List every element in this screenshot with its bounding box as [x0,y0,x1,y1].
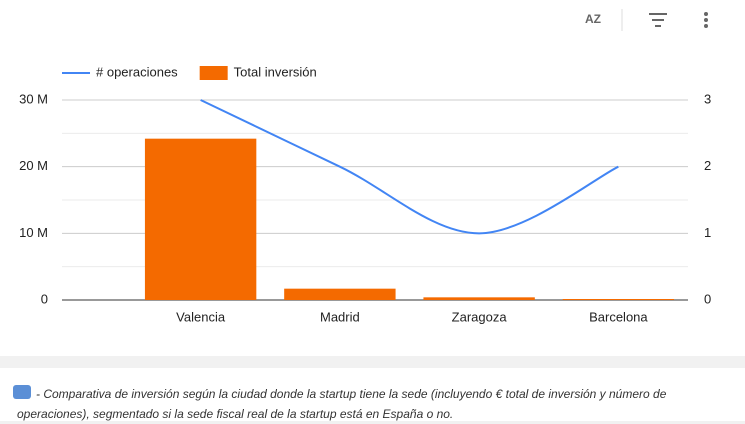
bar [423,297,535,300]
caption: - Comparativa de inversión según la ciud… [17,387,667,421]
line [200,99,619,235]
x-tick-label: Madrid [320,309,360,324]
bar [284,288,396,300]
legend-label: # operaciones [96,64,178,79]
y-tick-label: 10 M [19,225,48,240]
info-icon [13,385,31,399]
y2-tick-label: 2 [704,158,711,173]
y-tick-label: 0 [41,291,48,306]
chart: AZ 0 10 M 20 M 30 M 0 1 2 3 Valencia Madrid Zarago… [19,9,711,324]
bar [144,138,257,300]
more-button[interactable] [704,12,708,28]
legend-label: Total inversión [234,64,317,79]
y2-tick-label: 3 [704,91,711,106]
bar [562,299,675,300]
y2-tick-label: 1 [704,225,711,240]
sort-button[interactable]: AZ [585,12,601,26]
x-tick-label: Valencia [176,309,226,324]
legend-swatch [199,66,228,80]
y-tick-label: 20 M [19,158,48,173]
x-tick-label: Zaragoza [452,309,508,324]
x-tick-label: Barcelona [589,309,648,324]
toolbar: AZ [585,9,708,31]
chart-card: AZ 0 10 M 20 M 30 M 0 1 2 3 Valencia Madrid Zarago… [0,0,745,356]
footer: - Comparativa de inversión según la ciud… [0,368,745,421]
y-tick-label: 30 M [19,91,48,106]
filter-button[interactable] [649,13,667,27]
y2-tick-label: 0 [704,291,711,306]
